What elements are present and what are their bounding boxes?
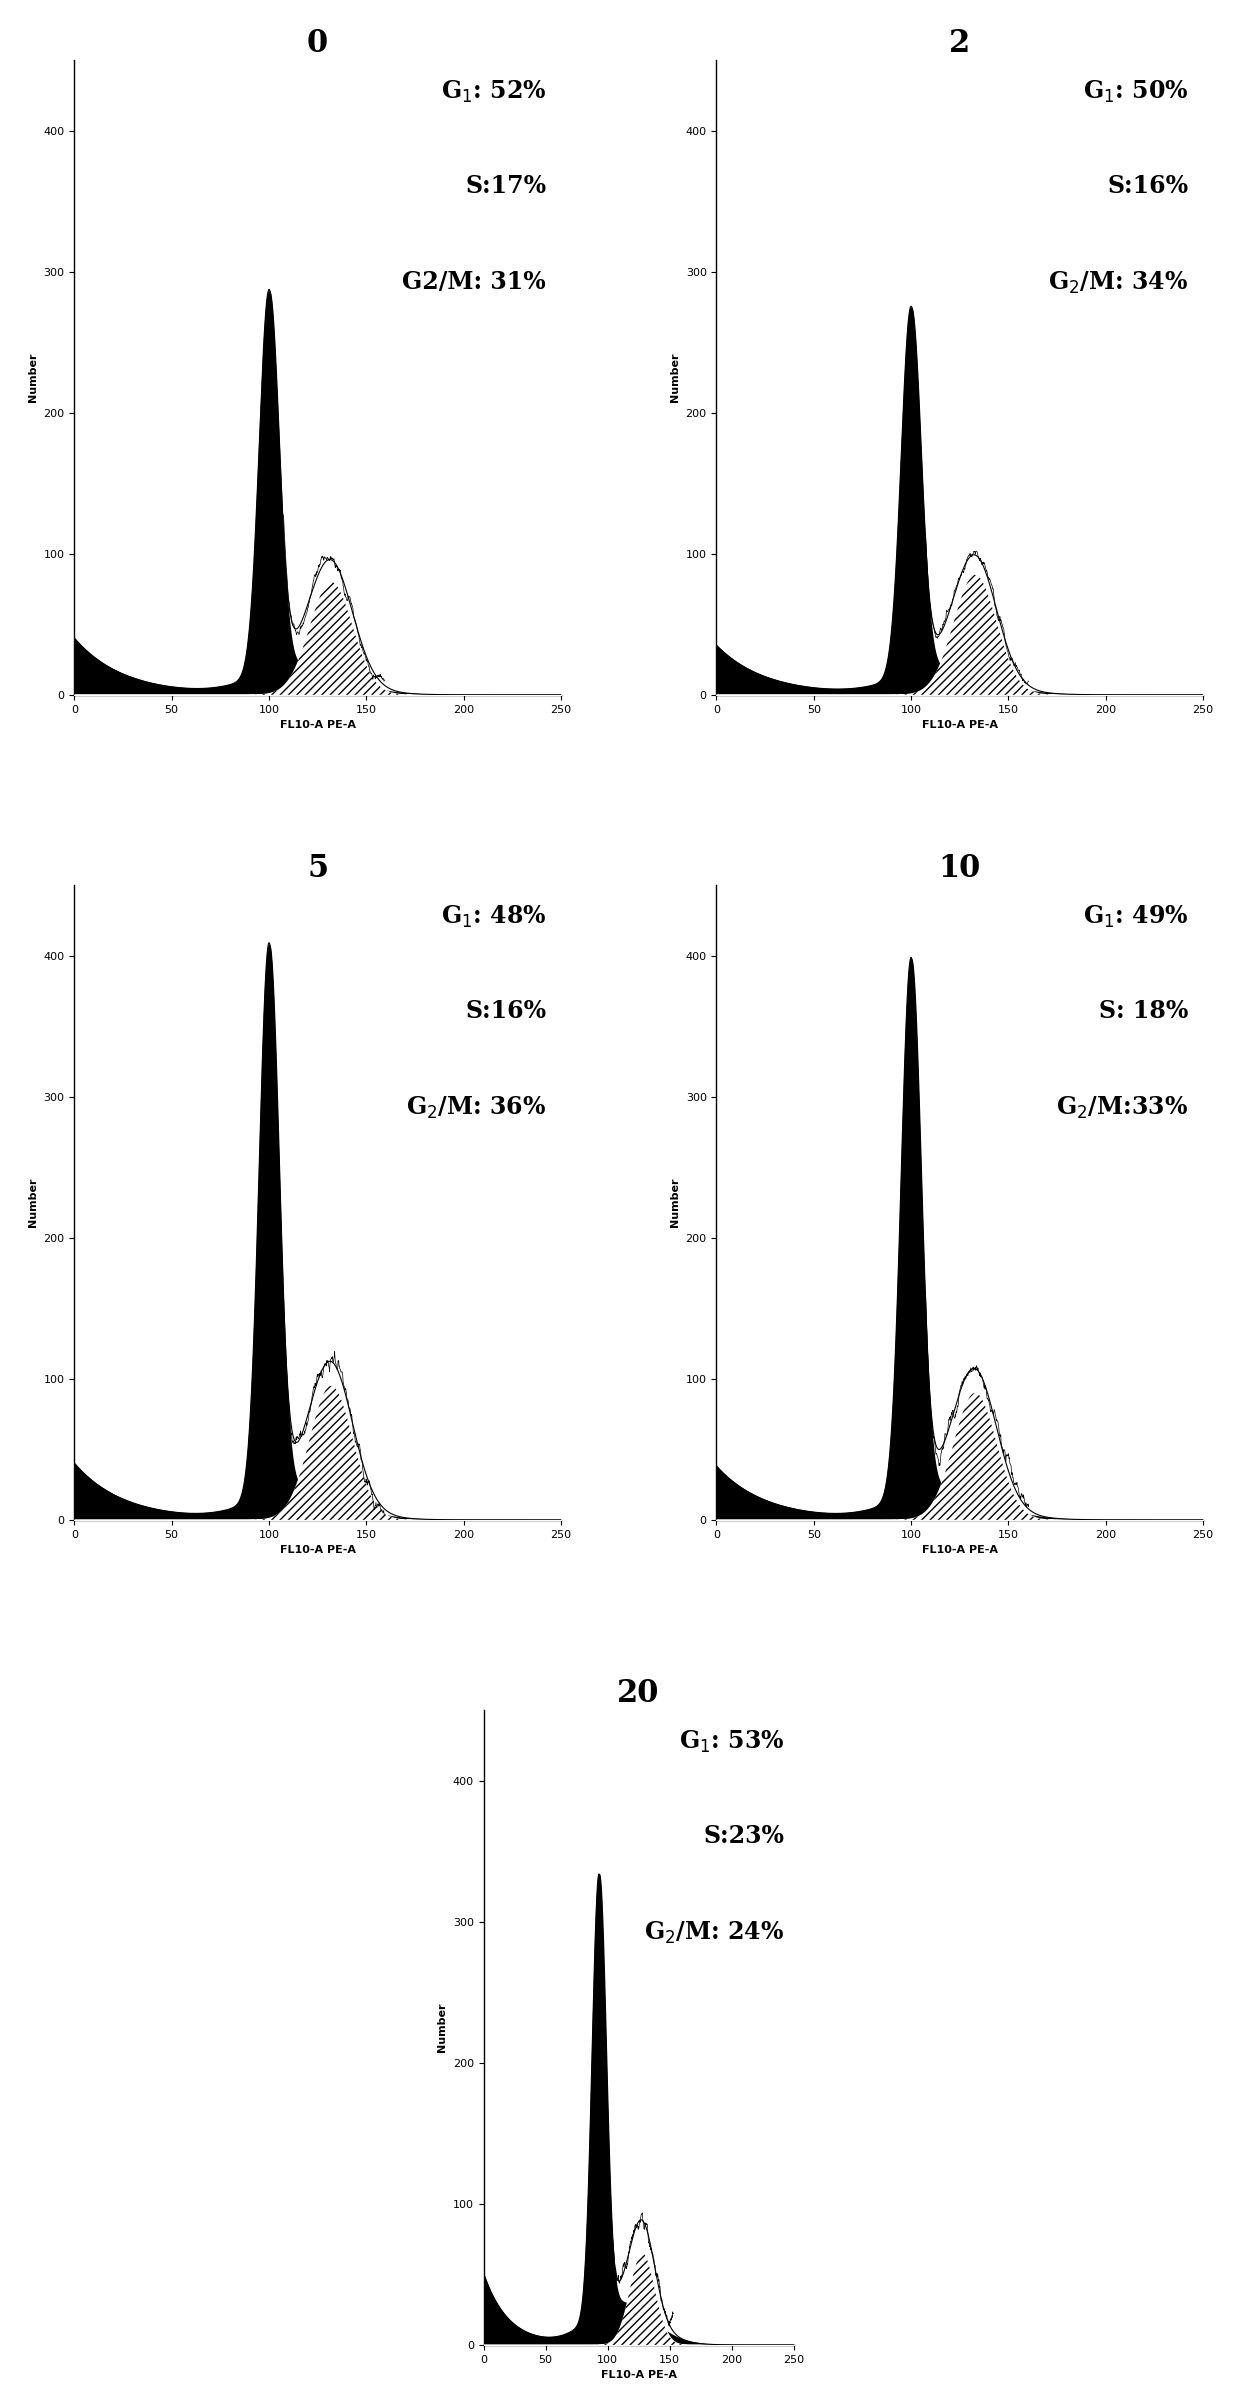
Y-axis label: Number: Number — [438, 2003, 448, 2051]
Text: G$_1$: 52%: G$_1$: 52% — [441, 79, 546, 106]
Text: S:16%: S:16% — [1107, 176, 1188, 197]
Text: G$_1$: 49%: G$_1$: 49% — [1083, 904, 1188, 931]
X-axis label: FL10-A PE-A: FL10-A PE-A — [921, 719, 998, 731]
Y-axis label: Number: Number — [29, 354, 38, 402]
Title: 0: 0 — [308, 29, 329, 58]
Text: S:23%: S:23% — [703, 1825, 784, 1849]
X-axis label: FL10-A PE-A: FL10-A PE-A — [279, 1544, 356, 1556]
Title: 20: 20 — [618, 1679, 660, 1710]
Title: 10: 10 — [939, 854, 981, 885]
Text: S:16%: S:16% — [465, 1000, 546, 1025]
Text: G2/M: 31%: G2/M: 31% — [403, 269, 546, 293]
Text: G$_2$/M: 34%: G$_2$/M: 34% — [1048, 269, 1188, 296]
X-axis label: FL10-A PE-A: FL10-A PE-A — [600, 2371, 677, 2381]
Text: G$_2$/M: 24%: G$_2$/M: 24% — [645, 1919, 784, 1946]
Y-axis label: Number: Number — [670, 1178, 680, 1227]
Text: S: 18%: S: 18% — [1099, 1000, 1188, 1025]
X-axis label: FL10-A PE-A: FL10-A PE-A — [279, 719, 356, 731]
Text: G$_2$/M:33%: G$_2$/M:33% — [1056, 1094, 1188, 1121]
Title: 2: 2 — [949, 29, 970, 58]
Y-axis label: Number: Number — [670, 354, 680, 402]
Text: G$_2$/M: 36%: G$_2$/M: 36% — [405, 1094, 546, 1121]
Title: 5: 5 — [308, 854, 329, 885]
Text: G$_1$: 48%: G$_1$: 48% — [441, 904, 546, 931]
Text: G$_1$: 53%: G$_1$: 53% — [680, 1729, 784, 1756]
X-axis label: FL10-A PE-A: FL10-A PE-A — [921, 1544, 998, 1556]
Y-axis label: Number: Number — [29, 1178, 38, 1227]
Text: G$_1$: 50%: G$_1$: 50% — [1083, 79, 1188, 106]
Text: S:17%: S:17% — [465, 176, 546, 197]
